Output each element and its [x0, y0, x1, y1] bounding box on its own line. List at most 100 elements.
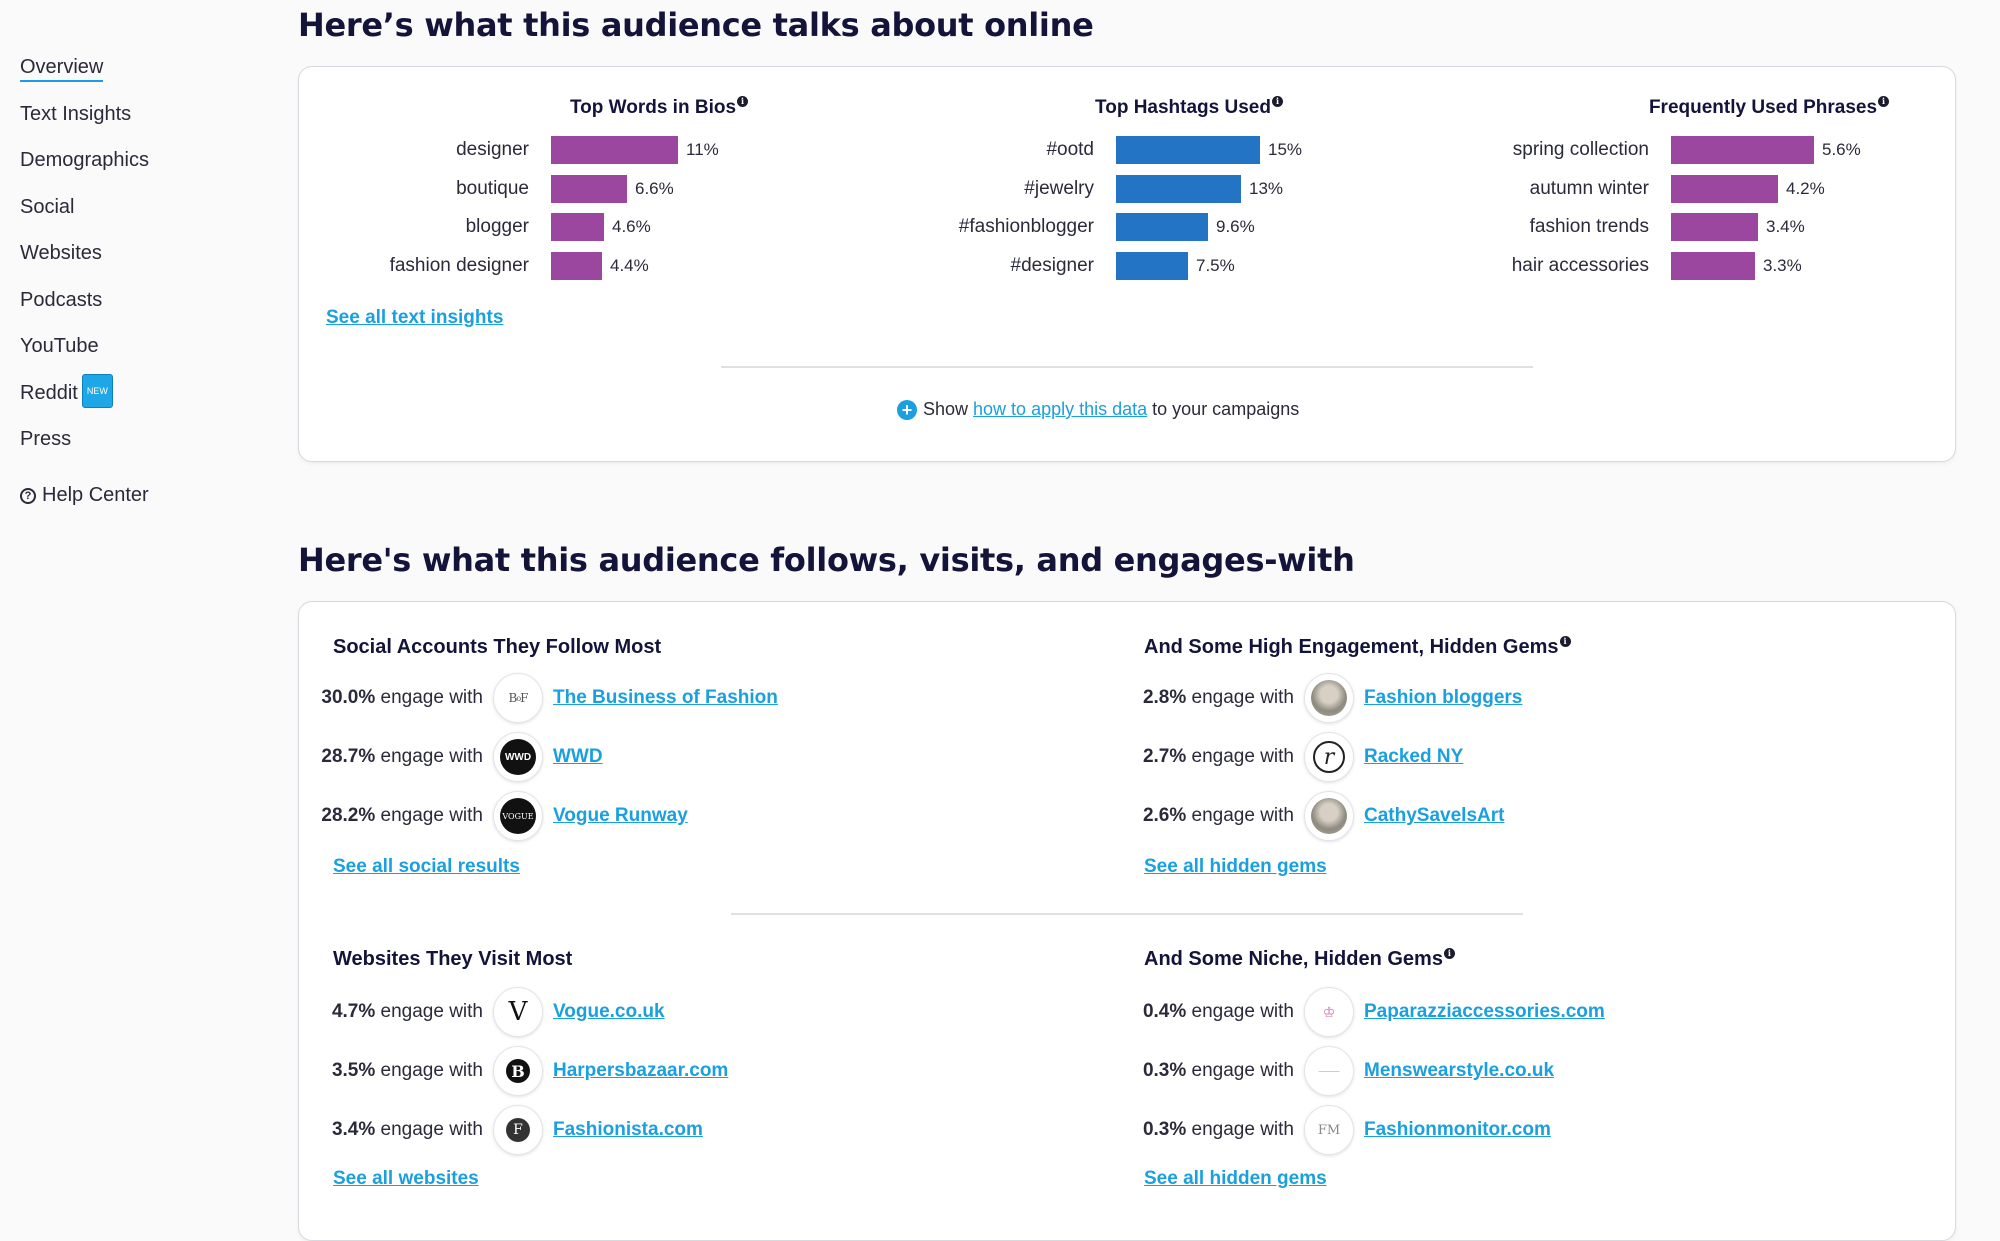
- bar-track: 9.6%: [1116, 213, 1376, 242]
- bar-row: #jewelry 13%: [859, 170, 1419, 209]
- account-link[interactable]: Vogue.co.uk: [553, 1001, 665, 1022]
- bar-track: 4.2%: [1671, 174, 1931, 203]
- sidebar-item-websites[interactable]: Websites: [20, 238, 250, 285]
- engagement-row: 0.4% engage with ♔ Paparazziaccessories.co…: [1114, 986, 1605, 1038]
- engagement-text: 3.4% engage with: [303, 1119, 483, 1141]
- account-link[interactable]: The Business of Fashion: [553, 687, 778, 708]
- see-all-text-insights-link[interactable]: See all text insights: [326, 307, 504, 328]
- engagement-label: engage with: [380, 687, 483, 708]
- engagement-percent: 2.7%: [1142, 746, 1187, 767]
- sidebar-item-demographics[interactable]: Demographics: [20, 145, 250, 192]
- engagement-text: 2.8% engage with: [1114, 687, 1294, 709]
- bazaar-b-icon: B: [493, 1046, 543, 1096]
- engagement-row: 2.8% engage with Fashion bloggers: [1114, 672, 1522, 724]
- bar-label: #ootd: [1046, 139, 1094, 161]
- bar-label: #fashionblogger: [958, 216, 1094, 238]
- account-link[interactable]: CathySavelsArt: [1364, 805, 1505, 826]
- sidebar-item-overview[interactable]: Overview: [20, 52, 250, 99]
- hashtags-title: Top Hashtags Used: [1095, 97, 1271, 118]
- see-all-niche-gems-link[interactable]: See all hidden gems: [1144, 1168, 1327, 1189]
- paparazzi-logo-icon: ♔: [1304, 987, 1354, 1037]
- bar-label: #designer: [1010, 254, 1094, 276]
- niche-gems-title: And Some Niche, Hidden Gems i: [1144, 948, 1455, 971]
- bios-title: Top Words in Bios: [569, 97, 737, 118]
- sidebar-item-label: Podcasts: [20, 288, 103, 311]
- vogue-v-icon: V: [493, 987, 543, 1037]
- sidebar-item-reddit[interactable]: Reddit NEW: [20, 373, 250, 425]
- sidebar-item-label: Press: [20, 428, 72, 450]
- info-icon[interactable]: i: [1271, 96, 1283, 107]
- bar-label: autumn winter: [1529, 177, 1649, 199]
- sidebar-item-press[interactable]: Press: [20, 424, 250, 471]
- bar-label: hair accessories: [1511, 254, 1649, 276]
- info-icon[interactable]: i: [1443, 948, 1455, 959]
- info-icon[interactable]: i: [1878, 96, 1890, 107]
- engagement-text: 0.4% engage with: [1114, 1001, 1294, 1023]
- bar-label: fashion designer: [389, 254, 529, 276]
- bar-fill: [1116, 213, 1208, 242]
- phrases-title: Frequently Used Phrases: [1648, 97, 1878, 118]
- bar-value: 4.4%: [610, 255, 649, 275]
- sidebar-item-label: YouTube: [20, 335, 99, 357]
- apply-data-link[interactable]: how to apply this data: [973, 399, 1148, 419]
- sidebar-item-label: Reddit: [20, 381, 78, 404]
- photo-avatar-icon: [1304, 791, 1354, 841]
- info-icon[interactable]: i: [737, 96, 749, 107]
- sidebar-item-text-insights[interactable]: Text Insights: [20, 99, 250, 146]
- bar-track: 4.6%: [551, 213, 811, 242]
- talks-heading: Here’s what this audience talks about on…: [298, 6, 1094, 44]
- engagement-row: 2.6% engage with CathySavelsArt: [1114, 790, 1504, 842]
- racked-logo-icon: r: [1304, 732, 1354, 782]
- see-all-websites-link[interactable]: See all websites: [333, 1168, 479, 1189]
- frequent-phrases: Frequently Used Phrases i spring collecti…: [1409, 96, 1969, 285]
- account-link[interactable]: Racked NY: [1364, 746, 1464, 767]
- bar-value: 3.4%: [1766, 217, 1805, 237]
- engagement-text: 4.7% engage with: [303, 1001, 483, 1023]
- talks-card: Top Words in Bios i designer 11% boutique 6.…: [298, 66, 1956, 462]
- engagement-percent: 3.5%: [331, 1060, 376, 1081]
- sidebar-item-social[interactable]: Social: [20, 192, 250, 239]
- sidebar-item-label: Overview: [20, 56, 104, 82]
- niche-gems-title-text: And Some Niche, Hidden Gems: [1144, 948, 1443, 970]
- sidebar-item-youtube[interactable]: YouTube: [20, 331, 250, 378]
- engagement-label: engage with: [1191, 1119, 1294, 1140]
- bar-fill: [1671, 251, 1755, 280]
- fashionista-f-icon: F: [493, 1105, 543, 1155]
- account-link[interactable]: Menswearstyle.co.uk: [1364, 1060, 1555, 1081]
- bar-label: blogger: [465, 216, 529, 238]
- bar-row: #designer 7.5%: [859, 247, 1419, 286]
- account-link[interactable]: Fashion bloggers: [1364, 687, 1523, 708]
- account-link[interactable]: WWD: [553, 746, 603, 767]
- engagement-percent: 0.3%: [1142, 1060, 1187, 1081]
- see-all-social-link[interactable]: See all social results: [333, 856, 520, 877]
- account-link[interactable]: Harpersbazaar.com: [553, 1060, 729, 1081]
- account-link[interactable]: Fashionmonitor.com: [1364, 1119, 1551, 1140]
- account-link[interactable]: Vogue Runway: [553, 805, 688, 826]
- plus-circle-icon[interactable]: +: [897, 399, 917, 420]
- hidden-gems-title: And Some High Engagement, Hidden Gems i: [1144, 636, 1571, 659]
- social-accounts-title: Social Accounts They Follow Most: [333, 636, 662, 658]
- engagement-row: 2.7% engage with r Racked NY: [1114, 731, 1463, 783]
- bar-track: 3.4%: [1671, 213, 1931, 242]
- bar-track: 11%: [551, 136, 811, 165]
- bar-track: 5.6%: [1671, 136, 1931, 165]
- help-center-link[interactable]: ? Help Center: [20, 484, 149, 507]
- follows-card: Social Accounts They Follow Most See all…: [298, 601, 1956, 1241]
- bar-label: #jewelry: [1024, 177, 1094, 199]
- engagement-text: 30.0% engage with: [303, 687, 483, 709]
- engagement-row: 3.4% engage with F Fashionista.com: [303, 1104, 703, 1156]
- engagement-label: engage with: [1191, 1001, 1294, 1022]
- engagement-label: engage with: [380, 746, 483, 767]
- account-link[interactable]: Paparazziaccessories.com: [1364, 1001, 1605, 1022]
- account-link[interactable]: Fashionista.com: [553, 1119, 703, 1140]
- engagement-percent: 28.7%: [321, 746, 376, 767]
- engagement-row: 4.7% engage with V Vogue.co.uk: [303, 986, 665, 1038]
- engagement-percent: 30.0%: [321, 687, 376, 708]
- engagement-percent: 0.3%: [1142, 1119, 1187, 1140]
- sidebar-item-podcasts[interactable]: Podcasts: [20, 285, 250, 332]
- info-icon[interactable]: i: [1559, 636, 1571, 647]
- engagement-label: engage with: [1191, 746, 1294, 767]
- see-all-hidden-gems-link[interactable]: See all hidden gems: [1144, 856, 1327, 877]
